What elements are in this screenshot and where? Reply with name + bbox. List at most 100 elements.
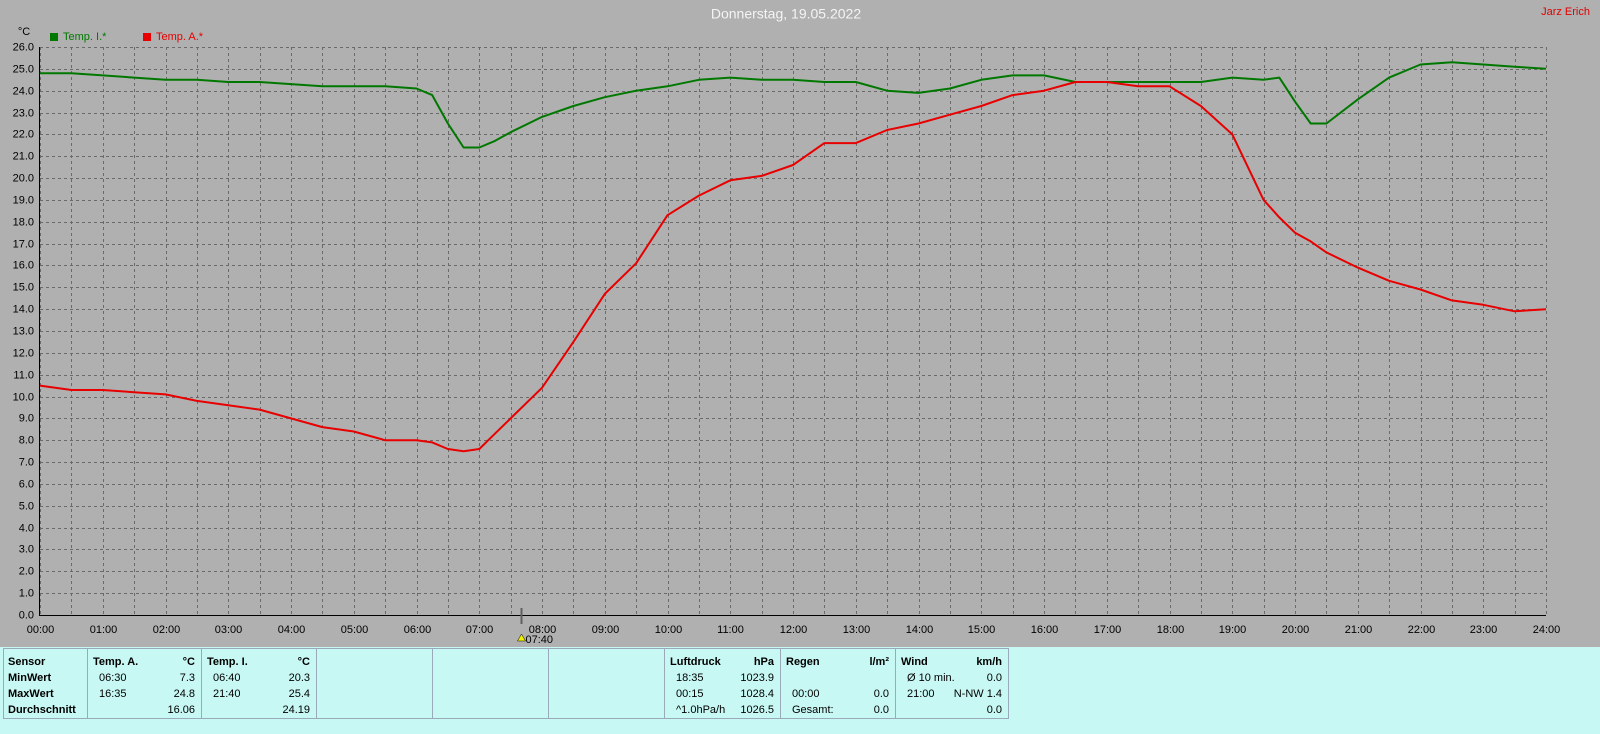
x-tick-label: 04:00 <box>278 624 306 636</box>
cell-value: N-NW 1.4 <box>954 688 1002 700</box>
table-header: Regen <box>786 656 820 668</box>
x-tick-label: 13:00 <box>843 624 871 636</box>
x-tick-label: 23:00 <box>1470 624 1498 636</box>
table-unit: hPa <box>754 656 775 668</box>
author: Jarz Erich <box>1541 6 1590 18</box>
y-tick-label: 11.0 <box>13 369 34 381</box>
y-tick-label: 20.0 <box>13 172 34 184</box>
y-tick-label: 17.0 <box>13 238 34 250</box>
y-tick-label: 8.0 <box>19 434 34 446</box>
cell-value: 1026.5 <box>740 704 774 716</box>
row-label: MaxWert <box>8 688 54 700</box>
x-tick-label: 02:00 <box>153 624 181 636</box>
cell-value: 25.4 <box>289 688 310 700</box>
y-tick-label: 26.0 <box>13 41 34 53</box>
x-tick-label: 10:00 <box>655 624 683 636</box>
table-header: Luftdruck <box>670 656 722 668</box>
y-tick-label: 22.0 <box>13 128 34 140</box>
stats-panel <box>0 647 1600 734</box>
time-marker-icon <box>517 633 526 642</box>
y-tick-label: 16.0 <box>13 259 34 271</box>
x-tick-label: 22:00 <box>1408 624 1436 636</box>
y-tick-label: 13.0 <box>13 325 34 337</box>
y-tick-label: 1.0 <box>19 587 34 599</box>
x-tick-label: 17:00 <box>1094 624 1122 636</box>
x-tick-label: 05:00 <box>341 624 369 636</box>
table-header: Sensor <box>8 656 46 668</box>
table-unit: km/h <box>976 656 1002 668</box>
cell-value: 1023.9 <box>740 672 774 684</box>
grid: 0.0 1.0 2.0 3.0 4.0 5.0 6.0 7.0 8.0 9.0 10.0 11.0 12… <box>13 41 1561 646</box>
chart-title: Donnerstag, 19.05.2022 <box>711 6 861 22</box>
x-tick-label: 21:00 <box>1345 624 1373 636</box>
stats-table: Sensor MinWert MaxWert Durchschnitt Temp. A.… <box>3 648 1009 719</box>
table-cell <box>895 648 1009 719</box>
legend-label: Temp. A.* <box>156 31 204 43</box>
y-tick-label: 23.0 <box>13 107 34 119</box>
row-label: MinWert <box>8 672 52 684</box>
y-tick-label: 14.0 <box>13 303 34 315</box>
cell-label: Gesamt: <box>792 704 834 716</box>
y-tick-label: 10.0 <box>13 391 34 403</box>
y-tick-label: 2.0 <box>19 565 34 577</box>
x-tick-label: 09:00 <box>592 624 620 636</box>
series-line <box>39 81 1547 453</box>
x-tick-label: 11:00 <box>717 624 744 636</box>
cell-label: Ø 10 min. <box>907 672 955 684</box>
row-label: Durchschnitt <box>8 704 76 716</box>
cell-value: 0.0 <box>987 672 1002 684</box>
series-line <box>40 61 1547 149</box>
cell-label: 21:00 <box>907 688 935 700</box>
y-tick-label: 7.0 <box>19 456 34 468</box>
x-tick-label: 06:00 <box>404 624 432 636</box>
table-header: Temp. I. <box>207 656 248 668</box>
legend-swatch <box>50 33 58 41</box>
y-tick-label: 24.0 <box>13 85 34 97</box>
y-tick-label: 4.0 <box>19 522 34 534</box>
table-header: Wind <box>901 656 928 668</box>
cell-label: 06:40 <box>213 672 241 684</box>
x-tick-label: 18:00 <box>1157 624 1185 636</box>
time-marker-label: 07:40 <box>526 634 554 646</box>
cell-value: 24.19 <box>282 704 310 716</box>
x-tick-label: 08:00 <box>529 624 557 636</box>
y-tick-label: 19.0 <box>13 194 34 206</box>
x-tick-label: 19:00 <box>1219 624 1247 636</box>
chart-background <box>0 0 1600 647</box>
x-tick-label: 15:00 <box>968 624 996 636</box>
x-tick-label: 03:00 <box>215 624 243 636</box>
cell-value: 0.0 <box>987 704 1002 716</box>
y-axis-label: °C <box>18 26 30 38</box>
x-tick-label: 01:00 <box>90 624 118 636</box>
cell-value: 7.3 <box>180 672 195 684</box>
cell-value: 24.8 <box>174 688 195 700</box>
cell-label: ^1.0hPa/h <box>676 704 725 716</box>
y-tick-label: 0.0 <box>19 609 34 621</box>
y-tick-label: 3.0 <box>19 543 34 555</box>
cell-label: 06:30 <box>99 672 127 684</box>
y-tick-label: 21.0 <box>13 150 34 162</box>
cell-value: 20.3 <box>289 672 310 684</box>
y-tick-label: 18.0 <box>13 216 34 228</box>
cell-value: 1028.4 <box>740 688 774 700</box>
x-tick-label: 14:00 <box>906 624 934 636</box>
table-header: Temp. A. <box>93 656 138 668</box>
table-unit: °C <box>183 656 195 668</box>
x-tick-label: 00:00 <box>27 624 55 636</box>
y-tick-label: 15.0 <box>13 281 34 293</box>
y-tick-label: 25.0 <box>13 63 34 75</box>
legend-swatch <box>143 33 151 41</box>
x-tick-label: 16:00 <box>1031 624 1059 636</box>
y-tick-label: 5.0 <box>19 500 34 512</box>
table-unit: °C <box>298 656 310 668</box>
table-unit: l/m² <box>869 656 889 668</box>
x-tick-label: 07:00 <box>466 624 494 636</box>
y-tick-label: 9.0 <box>19 412 34 424</box>
x-tick-label: 12:00 <box>780 624 808 636</box>
legend-label: Temp. I.* <box>63 31 107 43</box>
x-tick-label: 24:00 <box>1533 624 1561 636</box>
cell-label: 21:40 <box>213 688 241 700</box>
cell-value: 16.06 <box>167 704 195 716</box>
cell-label: 00:00 <box>792 688 820 700</box>
